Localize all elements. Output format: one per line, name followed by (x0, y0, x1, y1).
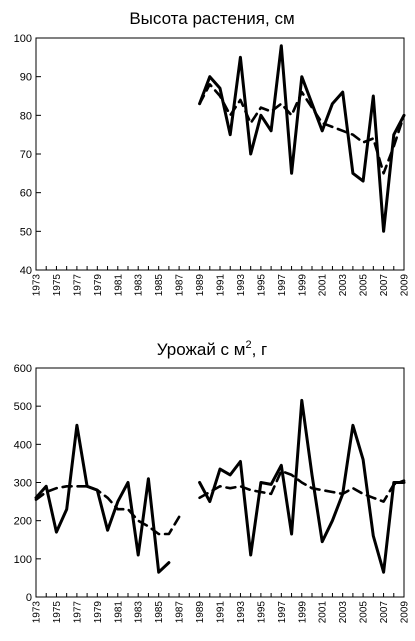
x-tick-label: 2005 (359, 274, 370, 297)
x-tick-label: 1981 (113, 274, 124, 297)
x-tick-label: 1985 (154, 601, 165, 624)
x-tick-label: 2001 (318, 274, 329, 297)
x-tick-label: 1997 (277, 274, 288, 297)
series-lines (200, 46, 405, 232)
x-axis: 1973 1975 1977 1979 1981 1983 1985 1987 1989 1991… (32, 266, 411, 296)
x-tick-label: 1987 (175, 274, 186, 297)
x-tick-label: 1983 (134, 601, 145, 624)
x-tick-label: 1987 (175, 601, 186, 624)
x-tick-label: 1991 (216, 274, 227, 297)
x-tick-label: 1993 (236, 274, 247, 297)
y-tick-label: 100 (14, 554, 32, 566)
x-tick-label: 1999 (297, 274, 308, 297)
y-tick-label: 80 (20, 110, 32, 122)
x-tick-label: 2007 (379, 274, 390, 297)
x-tick-label: 1995 (256, 274, 267, 297)
y-tick-label: 200 (14, 516, 32, 528)
y-tick-label: 100 (14, 33, 32, 45)
x-tick-label: 1997 (277, 601, 288, 624)
x-tick-label: 1979 (93, 274, 104, 297)
x-tick-label: 1973 (32, 274, 43, 297)
x-tick-label: 1985 (154, 274, 165, 297)
chart-title: Урожай с м2, г (157, 339, 268, 359)
y-tick-label: 500 (14, 401, 32, 413)
x-tick-label: 2009 (400, 274, 411, 297)
y-axis: 40 50 60 70 80 90 100 (14, 33, 41, 277)
y-tick-label: 90 (20, 72, 32, 84)
x-tick-label: 1977 (72, 601, 83, 624)
y-tick-label: 600 (14, 363, 32, 375)
x-tick-label: 2003 (338, 601, 349, 624)
y-tick-label: 60 (20, 188, 32, 200)
x-tick-label: 1975 (52, 601, 63, 624)
y-tick-label: 40 (20, 265, 32, 277)
x-tick-label: 2009 (400, 601, 411, 624)
x-tick-label: 1979 (93, 601, 104, 624)
x-tick-label: 1989 (195, 274, 206, 297)
y-tick-label: 300 (14, 478, 32, 490)
y-tick-label: 70 (20, 149, 32, 161)
series-line-dashed (36, 471, 404, 534)
x-tick-label: 1973 (32, 601, 43, 624)
chart-title: Высота растения, см (129, 9, 294, 28)
plot-frame (36, 368, 404, 597)
x-axis: 1973 1975 1977 1979 1981 1983 1985 1987 1989 1991… (32, 593, 411, 623)
x-tick-label: 2003 (338, 274, 349, 297)
x-tick-label: 1993 (236, 601, 247, 624)
x-tick-label: 2005 (359, 601, 370, 624)
x-tick-label: 2007 (379, 601, 390, 624)
x-tick-label: 1975 (52, 274, 63, 297)
x-tick-label: 1999 (297, 601, 308, 624)
x-tick-label: 1977 (72, 274, 83, 297)
plot-frame (36, 38, 404, 270)
x-tick-label: 1981 (113, 601, 124, 624)
x-tick-label: 1995 (256, 601, 267, 624)
chart-plant-height: Высота растения, см 40 50 60 70 80 90 100 1973… (14, 9, 411, 296)
x-tick-label: 1983 (134, 274, 145, 297)
y-tick-label: 400 (14, 439, 32, 451)
y-tick-label: 50 (20, 226, 32, 238)
series-lines (36, 400, 404, 572)
x-tick-label: 2001 (318, 601, 329, 624)
x-tick-label: 1989 (195, 601, 206, 624)
x-tick-label: 1991 (216, 601, 227, 624)
